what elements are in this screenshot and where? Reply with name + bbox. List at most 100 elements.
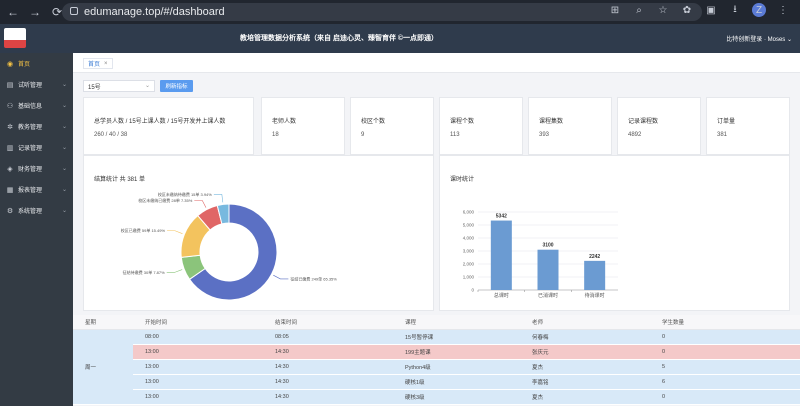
download-icon[interactable]: ⭳ [733, 3, 737, 15]
teacher-cell: 李嘉铭 [520, 374, 650, 390]
record-icon: ▥ [6, 144, 14, 152]
tab-label: 首页 [88, 62, 101, 68]
menu-icon[interactable]: ⋮ [778, 4, 788, 16]
sidebar-item-home[interactable]: ◉ 首页 [0, 53, 73, 74]
sidebar-item-finance[interactable]: ◈ 财务管理 ⌄ [0, 158, 73, 179]
user-icon: ⚇ [6, 102, 14, 110]
y-tick-label: 3,000 [463, 249, 475, 254]
pie-label-line [273, 274, 289, 280]
table-row: 13:00 14:30 Python4级 夏杰 5 [73, 359, 800, 375]
bar[interactable] [584, 260, 606, 290]
table-header-row: 星期 开始时间 结束时间 课程 老师 学生数量 [73, 315, 800, 330]
system-icon: ⚙ [6, 207, 14, 215]
table-row: 13:00 14:30 硬核3级 夏杰 0 [73, 389, 800, 405]
stat-card-courses: 课程个数 113 [439, 97, 523, 155]
student-count-cell: 0 [650, 344, 800, 360]
chevron-down-icon: ⌄ [61, 124, 67, 130]
date-select[interactable]: 15号 ⌄ [83, 80, 155, 92]
teacher-cell: 张庆元 [520, 344, 650, 360]
column-header: 学生数量 [650, 315, 800, 330]
chevron-down-icon: ⌄ [61, 166, 67, 172]
extension-icon[interactable]: ✿ [682, 4, 692, 16]
bookmark-star-icon[interactable]: ☆ [658, 4, 668, 16]
pie-slice-label: 校区已缴费 59单 15.49% [121, 227, 166, 233]
zoom-icon[interactable]: ⌕ [636, 4, 642, 16]
tab-home[interactable]: 首页 × [83, 58, 113, 69]
pie-slice-label: 征结待缴费 30单 7.87% [123, 269, 165, 275]
course-cell: Python4级 [393, 359, 520, 375]
chevron-down-icon: ⌄ [61, 103, 67, 109]
schedule-table: 星期 开始时间 结束时间 课程 老师 学生数量 周一 08:00 08:05 1… [73, 315, 800, 405]
x-tick-label: 待消课时 [585, 292, 605, 299]
sidebar-item-audition[interactable]: ▤ 试听管理 ⌄ [0, 74, 73, 95]
stat-card-records: 记录课程数 4892 [617, 97, 701, 155]
address-bar[interactable]: edumanage.top/#/dashboard [62, 3, 702, 21]
sidebar-item-system[interactable]: ⚙ 系统管理 ⌄ [0, 200, 73, 221]
close-icon[interactable]: × [104, 60, 108, 67]
table-row: 13:00 14:30 硬核1级 李嘉铭 6 [73, 374, 800, 390]
bar-value-label: 3100 [542, 243, 553, 249]
column-header: 开始时间 [133, 315, 263, 330]
sidebar-item-academic[interactable]: ✲ 教务管理 ⌄ [0, 116, 73, 137]
end-time-cell: 08:05 [263, 329, 393, 345]
sidebar-item-reports[interactable]: ▦ 报表管理 ⌄ [0, 179, 73, 200]
main-content: 首页 × 15号 ⌄ 刷新指标 总学员人数 / 15号上课人数 / 15号开发并… [73, 53, 800, 406]
stat-value: 18 [272, 132, 279, 138]
bar[interactable] [490, 220, 512, 290]
pie-label-line [213, 194, 224, 203]
translate-icon[interactable]: ⊞ [610, 4, 620, 16]
y-tick-label: 2,000 [463, 262, 475, 267]
stat-value: 260 / 40 / 38 [94, 132, 128, 138]
stat-value: 381 [717, 132, 728, 138]
finance-icon: ◈ [7, 165, 13, 173]
sidebar-item-basic-info[interactable]: ⚇ 基础信息 ⌄ [0, 95, 73, 116]
column-header: 课程 [393, 315, 520, 330]
sidebar-item-label: 记录管理 [18, 146, 43, 152]
stat-title: 校区个数 [361, 119, 386, 125]
pie-slice[interactable] [188, 203, 278, 301]
profile-avatar[interactable]: Z [752, 3, 766, 17]
sidebar-item-label: 教务管理 [18, 125, 43, 131]
pie-slice-label: 征结已缴费 249单 65.35% [290, 275, 337, 281]
report-icon: ▦ [6, 186, 14, 194]
puzzle-icon[interactable]: ▣ [706, 4, 716, 16]
pie-slice[interactable] [216, 203, 230, 225]
hours-chart-card: 课时统计 0 1,000 2,000 3,000 4,000 5,000 6,000 5342… [439, 155, 790, 311]
stat-value: 113 [450, 132, 460, 138]
course-cell: 硬核1级 [393, 374, 520, 390]
reload-icon[interactable]: ⟳ [51, 5, 63, 19]
teacher-cell: 夏杰 [520, 389, 650, 405]
start-time-cell: 13:00 [133, 344, 263, 360]
audition-icon: ▤ [6, 81, 14, 89]
stat-value: 393 [539, 132, 550, 138]
user-menu[interactable]: 比特创新登录 · Moses ⌄ [726, 37, 792, 43]
bar[interactable] [537, 249, 559, 290]
end-time-cell: 14:30 [263, 389, 393, 405]
pie-label-line [166, 269, 183, 273]
chevron-down-icon: ⌄ [61, 82, 67, 88]
stat-title: 课程集数 [539, 119, 564, 125]
browser-toolbar: ← → ⟳ edumanage.top/#/dashboard ⊞ ⌕ ☆ ✿ … [0, 0, 800, 24]
column-header: 老师 [520, 315, 650, 330]
back-icon[interactable]: ← [7, 5, 19, 19]
end-time-cell: 14:30 [263, 374, 393, 390]
stat-card-students: 总学员人数 / 15号上课人数 / 15号开发并上课人数 260 / 40 / … [83, 97, 254, 155]
forward-icon[interactable]: → [29, 5, 41, 19]
stat-title: 订单量 [717, 119, 736, 125]
day-cell: 周一 [73, 329, 133, 405]
stat-title: 课程个数 [450, 119, 475, 125]
course-cell: 硬核3级 [393, 389, 520, 405]
student-count-cell: 6 [650, 374, 800, 390]
chevron-down-icon: ⌄ [61, 187, 67, 193]
app-title: 教培管理数据分析系统（来自 启迪心灵、臻智育伴 ©一点即通） [240, 35, 439, 42]
start-time-cell: 13:00 [133, 389, 263, 405]
sidebar-item-records[interactable]: ▥ 记录管理 ⌄ [0, 137, 73, 158]
refresh-button[interactable]: 刷新指标 [160, 80, 193, 92]
site-info-icon[interactable] [70, 7, 78, 15]
stat-value: 9 [361, 132, 365, 138]
start-time-cell: 13:00 [133, 359, 263, 375]
url-text: edumanage.top/#/dashboard [84, 6, 225, 18]
sidebar-item-label: 财务管理 [18, 167, 43, 173]
y-tick-label: 1,000 [463, 275, 475, 280]
x-tick-label: 总课时 [494, 292, 509, 299]
